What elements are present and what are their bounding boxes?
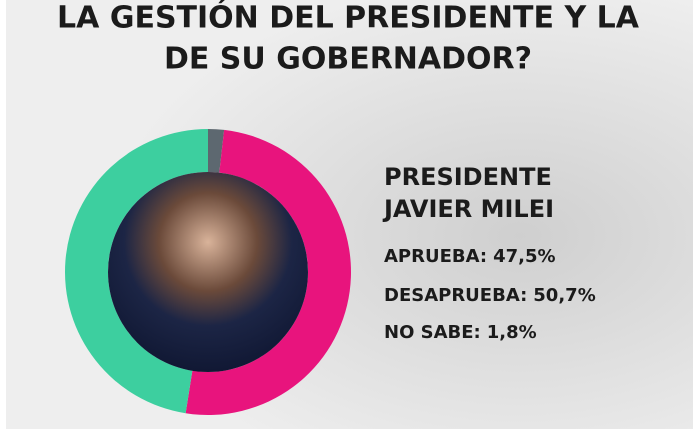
- title-line: DE SU GOBERNADOR?: [164, 42, 532, 77]
- legend-label: DESAPRUEBA:: [384, 285, 527, 306]
- legend-label: APRUEBA:: [384, 246, 487, 267]
- subtitle-line: PRESIDENTE: [384, 163, 552, 191]
- donut-slice: [208, 129, 225, 173]
- legend-value: 1,8%: [487, 322, 537, 343]
- legend-entry: APRUEBA: 47,5%: [384, 246, 556, 267]
- legend-value: 50,7%: [533, 285, 595, 306]
- legend-entry: NO SABE: 1,8%: [384, 322, 537, 343]
- legend-entry: DESAPRUEBA: 50,7%: [384, 285, 596, 306]
- legend-value: 47,5%: [493, 246, 555, 267]
- edge: [0, 0, 6, 429]
- legend-label: NO SABE:: [384, 322, 481, 343]
- donut-slice: [185, 129, 351, 416]
- portrait: [108, 172, 308, 372]
- title-line: LA GESTIÓN DEL PRESIDENTE Y LA: [57, 0, 640, 36]
- donut-slice: [65, 129, 208, 414]
- subtitle-line: JAVIER MILEI: [382, 195, 554, 223]
